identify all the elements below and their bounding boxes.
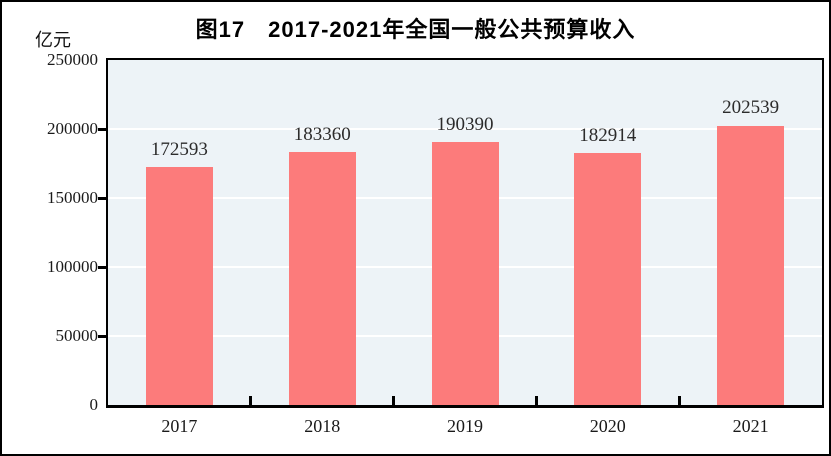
x-tick-label: 2017 (161, 416, 198, 436)
x-axis-tick (534, 396, 538, 405)
y-axis-tick (98, 334, 107, 338)
x-tick-label: 2018 (304, 416, 341, 436)
x-axis-tick (392, 396, 396, 405)
bar-value-label: 183360 (293, 123, 351, 145)
y-tick-label: 250000 (47, 50, 98, 69)
y-tick-label: 100000 (47, 257, 98, 276)
x-axis-tick (249, 396, 253, 405)
x-axis-tick (677, 396, 681, 405)
y-axis-tick (98, 196, 107, 200)
chart-title: 图17 2017-2021年全国一般公共预算收入 (195, 17, 636, 42)
y-tick-label: 200000 (47, 119, 98, 138)
y-axis-unit-label: 亿元 (35, 30, 71, 50)
bar-value-label: 190390 (436, 114, 494, 136)
bar (145, 166, 213, 405)
y-tick-label: 50000 (55, 326, 99, 345)
grid-line (108, 128, 822, 130)
bar (288, 151, 356, 405)
bar-value-label: 202539 (722, 97, 780, 119)
bar (431, 142, 499, 405)
plot-area (106, 58, 824, 408)
bar (717, 125, 785, 405)
y-tick-label: 150000 (47, 188, 98, 207)
y-axis-tick (98, 127, 107, 131)
x-tick-label: 2021 (732, 416, 769, 436)
bar-value-label: 172593 (150, 138, 208, 160)
bar-value-label: 182914 (579, 124, 637, 146)
bar (574, 152, 642, 405)
x-tick-label: 2020 (589, 416, 626, 436)
y-tick-label: 0 (89, 395, 99, 414)
x-tick-label: 2019 (447, 416, 483, 436)
y-axis-tick (98, 265, 107, 269)
